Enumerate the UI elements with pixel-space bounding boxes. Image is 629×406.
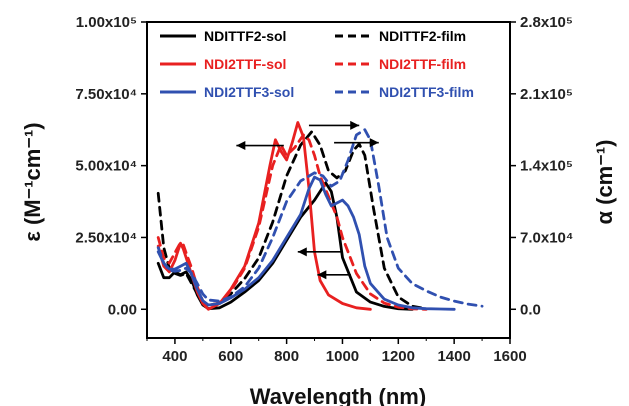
legend-label: NDI2TTF-sol: [204, 56, 286, 72]
annotation-layer: [236, 120, 379, 280]
y-right-tick-label: 2.1x10⁵: [520, 86, 573, 103]
y-left-tick-label: 5.00x10⁴: [75, 158, 137, 175]
legend-label: NDI2TTF-film: [379, 56, 466, 72]
legend-label: NDITTF2-sol: [204, 28, 286, 44]
y-left-tick-label: 1.00x10⁵: [76, 14, 137, 31]
x-tick-label: 1600: [493, 348, 526, 365]
y-right-tick-label: 0.0: [520, 301, 541, 318]
y-right-tick-label: 7.0x10⁴: [520, 229, 573, 246]
series-line-ndi2ttf-film: [156, 133, 428, 311]
plot-frame: [146, 21, 511, 339]
legend-label: NDI2TTF3-film: [379, 84, 474, 100]
x-tick-label: 1400: [437, 348, 470, 365]
y-right-tick-label: 2.8x10⁵: [520, 14, 573, 31]
series-line-ndittf2-film: [156, 130, 428, 311]
y-left-tick-label: 2.50x10⁴: [75, 229, 137, 246]
series-line-ndi2ttf3-sol: [156, 175, 456, 311]
annotation-arrow-head: [236, 141, 246, 151]
annotation-arrow-head: [317, 270, 327, 280]
x-tick-label: 1200: [382, 348, 415, 365]
annotation-arrow-head: [350, 120, 360, 130]
x-tick-label: 800: [274, 348, 299, 365]
legend-label: NDI2TTF3-sol: [204, 84, 294, 100]
series-line-ndi2ttf3-film: [156, 128, 484, 308]
y-left-axis-title: ε (M⁻¹cm⁻¹): [20, 122, 45, 241]
legend-label: NDITTF2-film: [379, 28, 466, 44]
x-tick-label: 400: [162, 348, 187, 365]
y-left-tick-label: 0.00: [108, 301, 137, 318]
legend: NDITTF2-sol NDITTF2-film NDI2TTF-sol NDI2TT…: [160, 28, 474, 100]
x-axis-title: Wavelength (nm): [250, 384, 426, 406]
x-tick-label: 1000: [326, 348, 359, 365]
axis-layer: 400 600 800 1000 1200 1400 1600 0.00 2.50x10⁴ 5.0…: [75, 14, 573, 365]
x-tick-label: 600: [218, 348, 243, 365]
series-layer: [156, 121, 484, 311]
y-right-tick-label: 1.4x10⁵: [520, 158, 573, 175]
annotation-arrow-head: [369, 138, 379, 148]
annotation-arrow-head: [297, 247, 307, 257]
y-right-axis-title: α (cm⁻¹): [592, 139, 617, 224]
plot-border: [146, 21, 511, 339]
y-left-tick-label: 7.50x10⁴: [75, 86, 137, 103]
